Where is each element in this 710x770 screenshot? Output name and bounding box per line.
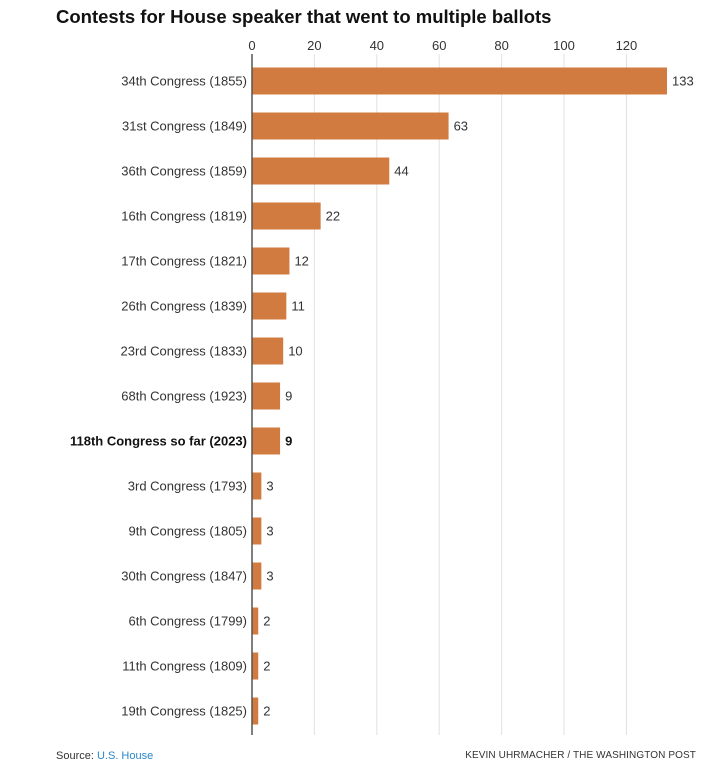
- bar: [252, 472, 262, 500]
- value-label: 2: [263, 659, 270, 674]
- value-label: 3: [266, 569, 273, 584]
- chart-title: Contests for House speaker that went to …: [56, 6, 552, 27]
- category-label: 23rd Congress (1833): [121, 344, 247, 359]
- category-label: 34th Congress (1855): [121, 74, 247, 89]
- value-label: 22: [326, 209, 340, 224]
- x-axis-ticks: 0 20 40 60 80 100 120: [248, 38, 637, 53]
- value-label: 9: [285, 389, 292, 404]
- x-tick-label: 0: [248, 38, 255, 53]
- value-label: 44: [394, 164, 408, 179]
- category-labels: 34th Congress (1855) 31st Congress (1849)…: [70, 74, 247, 719]
- bar: [252, 337, 284, 365]
- category-label: 9th Congress (1805): [128, 524, 247, 539]
- x-tick-label: 120: [616, 38, 638, 53]
- value-label: 11: [291, 299, 305, 314]
- category-label: 31st Congress (1849): [122, 119, 247, 134]
- value-label: 12: [294, 254, 308, 269]
- category-label: 17th Congress (1821): [121, 254, 247, 269]
- category-label: 3rd Congress (1793): [128, 479, 247, 494]
- x-tick-label: 100: [553, 38, 575, 53]
- bar: [252, 517, 262, 545]
- source-label: Source:: [56, 750, 94, 762]
- bar: [252, 607, 259, 635]
- value-label: 3: [266, 479, 273, 494]
- bar: [252, 382, 281, 410]
- value-label: 63: [454, 119, 468, 134]
- category-label: 30th Congress (1847): [121, 569, 247, 584]
- category-label: 118th Congress so far (2023): [70, 434, 247, 449]
- value-label: 2: [263, 704, 270, 719]
- x-tick-label: 20: [307, 38, 321, 53]
- category-label: 19th Congress (1825): [121, 704, 247, 719]
- source-link[interactable]: U.S. House: [96, 750, 154, 762]
- category-label: 26th Congress (1839): [121, 299, 247, 314]
- category-label: 36th Congress (1859): [121, 164, 247, 179]
- credit-line: KEVIN UHRMACHER / THE WASHINGTON POST: [465, 750, 696, 761]
- source-note: Source: U.S. House: [56, 750, 153, 762]
- category-label: 68th Congress (1923): [121, 389, 247, 404]
- bar: [252, 652, 259, 680]
- bar: [252, 247, 290, 275]
- x-tick-label: 80: [494, 38, 508, 53]
- bar: [252, 697, 259, 725]
- value-label: 133: [672, 74, 694, 89]
- gridlines: [313, 54, 627, 735]
- x-tick-label: 60: [432, 38, 446, 53]
- category-label: 11th Congress (1809): [122, 659, 247, 674]
- bar: [252, 67, 667, 95]
- bars: [252, 67, 667, 725]
- value-label: 9: [285, 434, 292, 449]
- value-label: 2: [263, 614, 270, 629]
- bar: [252, 202, 321, 230]
- bar: [252, 112, 449, 140]
- value-label: 3: [266, 524, 273, 539]
- bar: [252, 562, 262, 590]
- category-label: 16th Congress (1819): [121, 209, 247, 224]
- bar: [252, 157, 390, 185]
- x-tick-label: 40: [370, 38, 384, 53]
- bar: [252, 292, 287, 320]
- value-label: 10: [288, 344, 302, 359]
- bar: [252, 427, 281, 455]
- category-label: 6th Congress (1799): [128, 614, 247, 629]
